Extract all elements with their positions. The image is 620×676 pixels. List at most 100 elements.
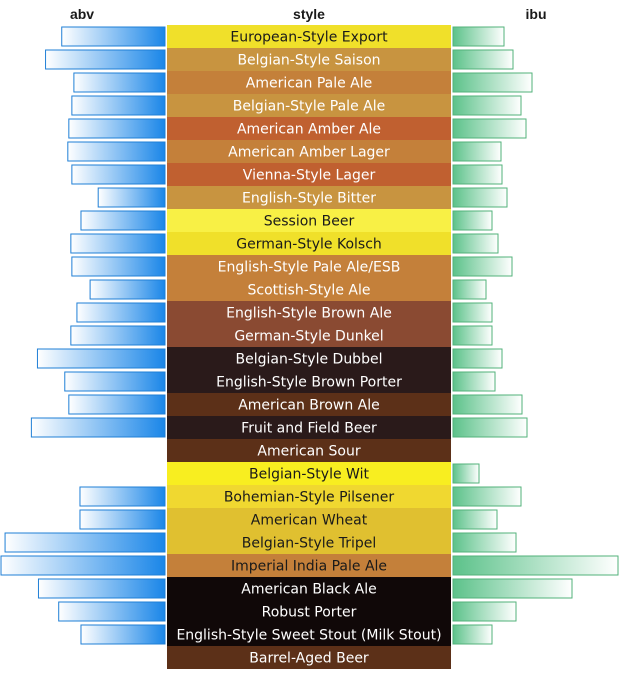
style-column-header: style [293,6,325,22]
style-cell [167,209,451,232]
style-label: Belgian-Style Saison [237,53,380,69]
ibu-bar [452,371,496,392]
style-cell [167,439,451,462]
style-label: American Amber Lager [228,145,390,161]
style-label: American Sour [257,444,360,460]
ibu-bar [452,601,517,622]
style-label: English-Style Pale Ale/ESB [218,260,401,276]
style-label: Fruit and Field Beer [241,421,377,437]
style-label: Barrel-Aged Beer [249,651,369,667]
abv-bar [36,348,166,369]
style-label: German-Style Dunkel [234,329,383,345]
ibu-bar [452,302,493,323]
style-label: American Amber Ale [237,122,381,138]
style-cell [167,301,451,324]
abv-bar [79,486,166,507]
style-label: Bohemian-Style Pilsener [224,490,395,506]
ibu-bar [452,118,527,139]
ibu-bar [452,463,480,484]
style-cell [167,140,451,163]
style-cell [167,531,451,554]
abv-bar [71,164,166,185]
style-cell [167,416,451,439]
style-cell [167,347,451,370]
style-cell [167,48,451,71]
style-cell [167,232,451,255]
style-label: English-Style Brown Ale [226,306,392,322]
style-cell [167,508,451,531]
style-label: American Wheat [251,513,368,529]
style-label: American Brown Ale [238,398,380,414]
ibu-bar [452,279,487,300]
ibu-bar [452,233,499,254]
style-cell [167,71,451,94]
ibu-bar [452,394,523,415]
chart-rows: European-Style Export Belgian-Style Saiso… [0,25,619,669]
style-cell [167,324,451,347]
style-cell [167,554,451,577]
abv-bar [45,49,166,70]
style-cell [167,278,451,301]
style-cell [167,600,451,623]
ibu-bar [452,578,573,599]
abv-bar [97,187,166,208]
ibu-bar [452,26,505,47]
style-cell [167,255,451,278]
style-cell [167,485,451,508]
ibu-bar [452,72,533,93]
style-label: European-Style Export [230,30,388,46]
ibu-bar [452,624,493,645]
abv-bar [76,302,166,323]
abv-column-header: abv [70,6,94,22]
abv-bar [67,141,166,162]
abv-bar [68,394,166,415]
ibu-bar [452,348,503,369]
style-cell [167,462,451,485]
style-cell [167,370,451,393]
style-label: German-Style Kolsch [236,237,382,253]
abv-bar [58,601,166,622]
style-label: Belgian-Style Pale Ale [233,99,385,115]
style-label: Session Beer [264,214,355,230]
ibu-column-header: ibu [526,6,547,22]
style-label: Belgian-Style Tripel [242,536,377,552]
abv-bar [71,256,166,277]
ibu-bar [452,509,498,530]
abv-bar [71,95,166,116]
ibu-bar [452,555,619,576]
ibu-bar [452,532,517,553]
ibu-bar [452,141,502,162]
abv-bar [61,26,166,47]
style-cell [167,186,451,209]
style-label: English-Style Sweet Stout (Milk Stout) [176,628,441,644]
style-label: English-Style Brown Porter [216,375,402,391]
style-cell [167,94,451,117]
style-label: Belgian-Style Dubbel [236,352,383,368]
ibu-bar [452,417,528,438]
abv-bar [64,371,166,392]
ibu-bar [452,325,493,346]
ibu-bar [452,256,513,277]
style-cell [167,117,451,140]
abv-bar [70,325,166,346]
abv-bar [70,233,166,254]
ibu-bar [452,164,503,185]
abv-bar [68,118,166,139]
style-cell [167,163,451,186]
ibu-bar [452,210,493,231]
style-label: Belgian-Style Wit [249,467,369,483]
ibu-bar [452,49,514,70]
abv-bar [30,417,166,438]
abv-bar [73,72,166,93]
style-label: Scottish-Style Ale [248,283,371,299]
style-cell [167,25,451,48]
abv-bar [0,555,166,576]
style-label: Vienna-Style Lager [243,168,376,184]
ibu-bar [452,187,508,208]
ibu-bar [452,95,522,116]
style-label: Imperial India Pale Ale [231,559,387,575]
style-label: American Pale Ale [246,76,373,92]
style-label: English-Style Bitter [242,191,376,207]
style-cell [167,623,451,646]
